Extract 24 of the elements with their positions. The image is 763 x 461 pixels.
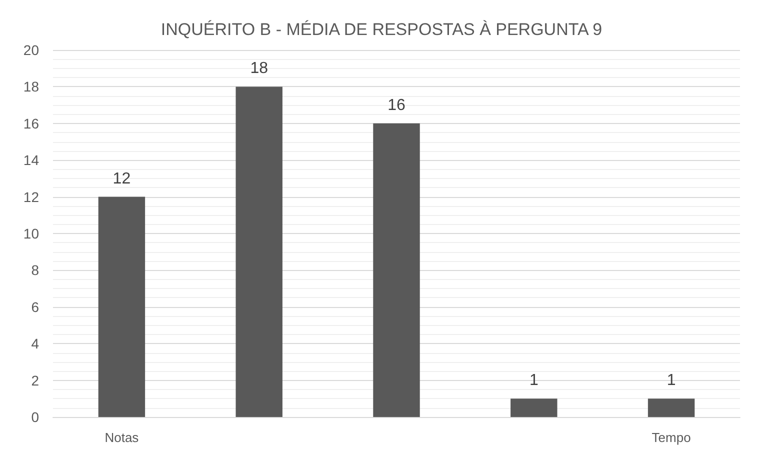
y-tick-label: 2	[31, 372, 40, 388]
x-tick-label: Notas	[104, 430, 140, 445]
y-tick-label: 4	[31, 336, 40, 352]
bar	[98, 196, 146, 417]
y-tick-label: 8	[31, 262, 40, 278]
y-tick-label: 10	[23, 226, 40, 242]
data-label: 1	[529, 372, 538, 390]
chart-title: INQUÉRITO B - MÉDIA DE RESPOSTAS À PERGUNTA 9	[160, 20, 602, 39]
bar	[510, 398, 558, 417]
data-label: 16	[388, 96, 406, 114]
data-label: 18	[250, 60, 268, 78]
y-tick-label: 14	[23, 152, 40, 168]
y-tick-label: 6	[31, 298, 40, 315]
data-label: 1	[666, 372, 676, 390]
y-tick-label: 18	[23, 78, 40, 95]
data-label: 12	[112, 170, 131, 188]
bar	[373, 123, 420, 417]
x-tick-label: Tempo	[652, 430, 691, 445]
bar	[648, 398, 695, 417]
y-tick-label: 20	[23, 42, 40, 58]
y-tick-label: 16	[23, 115, 40, 132]
bar	[236, 86, 282, 417]
y-tick-label: 0	[31, 409, 40, 425]
y-tick-label: 12	[23, 188, 40, 205]
